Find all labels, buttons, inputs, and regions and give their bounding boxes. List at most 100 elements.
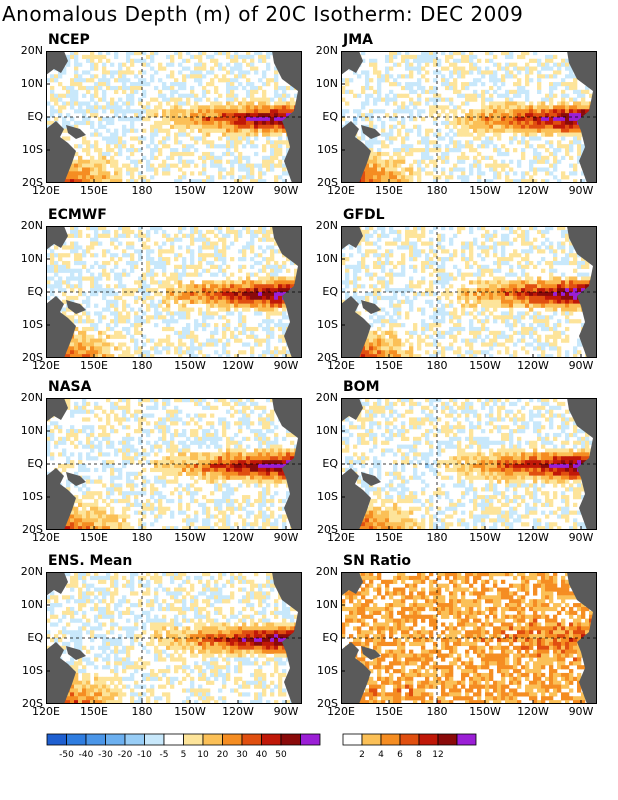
field-cell <box>529 307 534 312</box>
field-cell <box>425 128 430 133</box>
field-cell <box>174 257 179 262</box>
field-cell <box>230 120 235 126</box>
field-cell <box>78 257 83 262</box>
field-cell <box>278 101 283 106</box>
field-cell <box>369 109 374 114</box>
field-cell <box>278 323 283 328</box>
field-cell <box>489 109 494 114</box>
field-cell <box>202 159 207 164</box>
field-cell <box>250 54 255 60</box>
field-cell <box>126 155 131 160</box>
field-cell <box>389 319 394 324</box>
field-cell <box>82 260 87 266</box>
field-cell <box>577 319 582 324</box>
field-cell <box>505 148 510 153</box>
field-cell <box>106 144 111 149</box>
field-cell <box>270 159 275 164</box>
field-cell <box>202 136 207 141</box>
field-cell <box>409 284 414 289</box>
field-cell <box>250 171 255 176</box>
field-cell <box>577 128 582 133</box>
field-cell <box>102 229 107 235</box>
field-cell <box>429 159 434 164</box>
field-cell <box>102 151 107 157</box>
field-cell <box>553 82 558 87</box>
field-cell <box>270 105 275 110</box>
field-cell <box>246 171 251 176</box>
field-cell <box>258 276 263 281</box>
field-cell <box>274 260 279 266</box>
field-cell <box>545 120 550 126</box>
field-cell <box>98 51 103 56</box>
field-cell <box>230 288 235 293</box>
field-cell <box>250 144 255 149</box>
field-cell <box>553 292 558 297</box>
field-cell <box>194 295 199 301</box>
field-cell <box>341 288 346 293</box>
field-cell <box>190 284 195 289</box>
field-cell <box>238 276 243 281</box>
field-cell <box>481 288 486 293</box>
field-cell <box>278 334 283 339</box>
field-cell <box>94 311 99 316</box>
field-cell <box>521 171 526 176</box>
field-cell <box>106 323 111 328</box>
field-cell <box>493 128 498 133</box>
field-cell <box>254 163 259 168</box>
field-cell <box>214 330 219 335</box>
field-cell <box>174 280 179 285</box>
field-cell <box>409 257 414 262</box>
field-cell <box>190 120 195 126</box>
landmass <box>46 226 68 250</box>
field-cell <box>417 62 422 67</box>
field-cell <box>254 151 259 157</box>
field-cell <box>477 311 482 316</box>
field-cell <box>365 229 370 235</box>
field-cell <box>405 229 410 235</box>
field-cell <box>162 315 167 320</box>
field-cell <box>481 311 486 316</box>
field-cell <box>122 249 127 254</box>
field-cell <box>198 124 203 129</box>
field-cell <box>70 89 75 94</box>
field-cell <box>78 350 83 355</box>
field-cell <box>122 354 127 358</box>
field-cell <box>465 264 470 269</box>
field-cell <box>154 229 159 235</box>
field-cell <box>74 151 79 157</box>
field-cell <box>553 295 558 301</box>
field-cell <box>274 311 279 316</box>
field-cell <box>222 280 227 285</box>
field-cell <box>573 78 578 83</box>
field-cell <box>461 292 466 297</box>
field-cell <box>489 167 494 172</box>
field-cell <box>250 233 255 238</box>
field-cell <box>170 292 175 297</box>
field-cell <box>373 101 378 106</box>
field-cell <box>246 113 251 118</box>
field-cell <box>238 295 243 301</box>
field-cell <box>377 171 382 176</box>
field-cell <box>405 299 410 304</box>
field-cell <box>501 163 506 168</box>
field-cell <box>142 342 147 347</box>
field-cell <box>98 167 103 172</box>
field-cell <box>210 159 215 164</box>
field-cell <box>70 245 75 250</box>
field-cell <box>505 295 510 301</box>
field-cell <box>94 109 99 114</box>
field-cell <box>214 288 219 293</box>
field-cell <box>126 229 131 235</box>
field-cell <box>497 264 502 269</box>
field-cell <box>553 253 558 258</box>
field-cell <box>90 85 95 91</box>
field-cell <box>202 179 207 183</box>
field-cell <box>389 323 394 328</box>
field-cell <box>142 109 147 114</box>
field-cell <box>114 101 119 106</box>
field-cell <box>146 272 151 277</box>
lon-label: 150W <box>174 359 206 372</box>
field-cell <box>477 132 482 137</box>
field-cell <box>214 323 219 328</box>
field-cell <box>286 284 291 289</box>
